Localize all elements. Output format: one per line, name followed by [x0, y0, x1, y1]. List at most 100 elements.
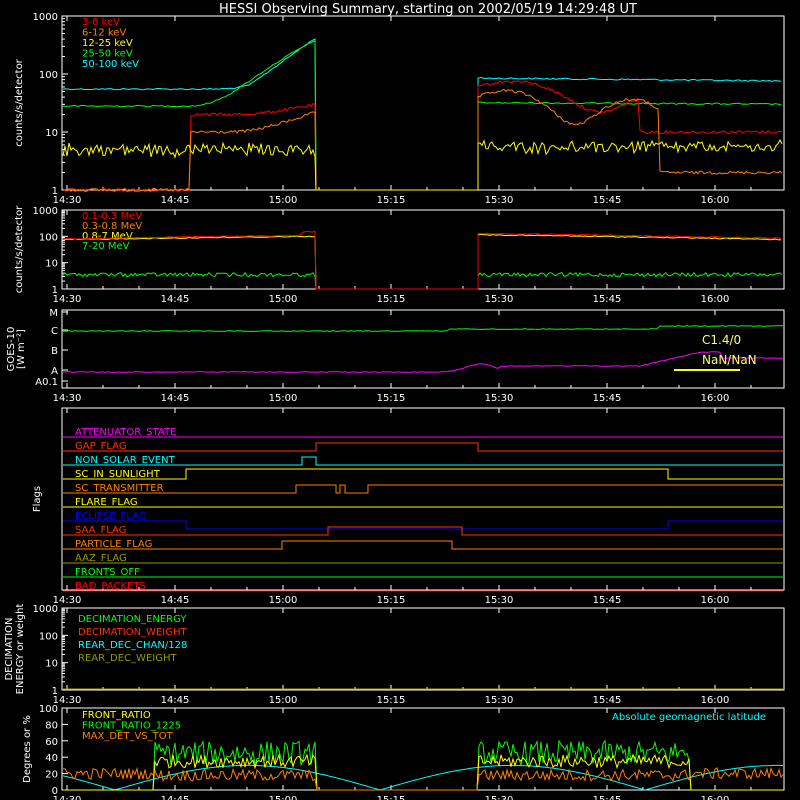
y-axis-label: Flags [32, 486, 43, 512]
x-tick-label: 14:45 [161, 595, 190, 606]
flag-line [63, 484, 783, 494]
x-tick-label: 15:30 [485, 294, 514, 305]
legend-entry: REAR_DEC_WEIGHT [78, 653, 177, 664]
panel-frame [61, 309, 785, 389]
y-tick-label: 40 [45, 753, 58, 764]
y-axis-label: GOES-10 [6, 327, 17, 372]
x-tick-label: 15:30 [485, 695, 514, 706]
y-tick-label: 1000 [33, 12, 58, 23]
y-axis-label: counts/s/detector [14, 205, 25, 293]
y-tick-label: 100 [39, 70, 58, 81]
series-front-ratio [63, 753, 783, 791]
series-7-20-mev [62, 271, 783, 290]
flag-label: SC_TRANSMITTER [75, 483, 164, 494]
x-tick-label: 16:00 [701, 595, 730, 606]
x-tick-label: 16:00 [701, 795, 730, 800]
panel-frame [61, 407, 785, 591]
x-tick-label: 14:45 [161, 294, 190, 305]
legend-entry: MAX_DET_VS_TOT [82, 731, 174, 742]
flag-line [63, 526, 783, 536]
x-tick-label: 15:30 [485, 195, 514, 206]
x-tick-label: 15:15 [377, 195, 406, 206]
x-tick-label: 15:15 [377, 795, 406, 800]
y-tick-label: 100 [39, 631, 58, 642]
x-tick-label: 16:00 [701, 393, 730, 404]
y-tick-label: 100 [39, 232, 58, 243]
legend-entry: DECIMATION_WEIGHT [78, 627, 187, 638]
series-50-100-kev [62, 38, 782, 191]
x-tick-label: 14:30 [53, 795, 82, 800]
x-tick-label: 15:45 [593, 294, 622, 305]
legend-entry: 25-50 keV [82, 49, 133, 60]
series-6-12-kev [62, 88, 783, 193]
x-tick-label: 15:15 [377, 595, 406, 606]
x-tick-label: 14:30 [53, 195, 82, 206]
x-tick-label: 15:30 [485, 595, 514, 606]
x-tick-label: 14:45 [161, 195, 190, 206]
flag-label: GAP_FLAG [75, 441, 127, 452]
x-tick-label: 15:15 [377, 695, 406, 706]
x-tick-label: 15:15 [377, 294, 406, 305]
x-tick-label: 15:15 [377, 393, 406, 404]
y-tick-label: 0 [52, 786, 58, 797]
flag-label: ECLIPSE_FLAG [75, 511, 146, 522]
flag-label: FLARE_FLAG [75, 497, 138, 508]
x-tick-label: 14:45 [161, 795, 190, 800]
x-tick-label: 15:00 [269, 195, 298, 206]
goes-annotation: C1.4/0 [702, 333, 741, 347]
series-goes-long [63, 325, 784, 332]
legend-entry: 0.1-0.3 MeV [82, 211, 142, 222]
x-tick-label: 15:00 [269, 795, 298, 800]
y-tick-label: 10 [45, 128, 58, 139]
x-tick-label: 14:45 [161, 393, 190, 404]
legend-entry: 0.3-0.8 MeV [82, 221, 142, 232]
y-tick-label: A0.1 [35, 377, 58, 388]
legend-entry: 3-6 keV [82, 17, 120, 28]
x-tick-label: 16:00 [701, 695, 730, 706]
panel-frame [61, 209, 785, 290]
series-0.8-7-mev [62, 233, 782, 290]
legend-entry: 12-25 keV [82, 38, 133, 49]
y-tick-label: 1 [52, 686, 58, 697]
flag-label: PARTICLE_FLAG [75, 539, 152, 550]
panel-frame [61, 15, 785, 191]
y-axis-label: DECIMATION [4, 617, 15, 680]
goes-annotation: NaN/NaN [702, 353, 757, 367]
x-tick-label: 15:45 [593, 595, 622, 606]
x-tick-label: 15:30 [485, 393, 514, 404]
y-axis-label: counts/s/detector [14, 58, 25, 146]
y-axis-label: Degrees or % [22, 715, 33, 783]
legend-entry: FRONT_RATIO_1225 [82, 721, 181, 732]
y-tick-label: M [49, 308, 58, 319]
flag-label: AAZ_FLAG [75, 553, 127, 564]
x-tick-label: 14:30 [53, 294, 82, 305]
x-tick-label: 15:45 [593, 195, 622, 206]
x-tick-label: 15:00 [269, 595, 298, 606]
y-axis-label-units: [W m⁻²] [16, 329, 27, 369]
flag-line [63, 456, 783, 466]
x-tick-label: 15:30 [485, 795, 514, 800]
x-tick-label: 15:00 [269, 695, 298, 706]
x-tick-label: 15:00 [269, 393, 298, 404]
legend-entry: REAR_DEC_CHAN/128 [78, 640, 187, 651]
x-tick-label: 14:30 [53, 695, 82, 706]
y-tick-label: C [51, 326, 58, 337]
legend-entry: 0.8-7 MeV [82, 231, 133, 242]
series-goes-short [62, 351, 784, 373]
flag-label: NON_SOLAR_EVENT [75, 455, 176, 466]
y-tick-label: 60 [45, 737, 58, 748]
y-tick-label: 100 [39, 704, 58, 715]
y-axis-label-2: ENERGY or weight [15, 604, 26, 695]
y-tick-label: 1 [52, 285, 58, 296]
flag-label: FRONTS_OFF [75, 567, 140, 578]
ratio-annotation: Absolute geomagnetic latitude [612, 712, 766, 723]
y-tick-label: 1000 [33, 206, 58, 217]
y-tick-label: 1 [52, 186, 58, 197]
series-max-det-vs-tot [62, 766, 784, 791]
flag-label: ATTENUATOR_STATE [75, 427, 176, 438]
flag-line [63, 520, 783, 530]
x-tick-label: 15:00 [269, 294, 298, 305]
y-tick-label: B [51, 346, 58, 357]
x-tick-label: 16:00 [701, 195, 730, 206]
